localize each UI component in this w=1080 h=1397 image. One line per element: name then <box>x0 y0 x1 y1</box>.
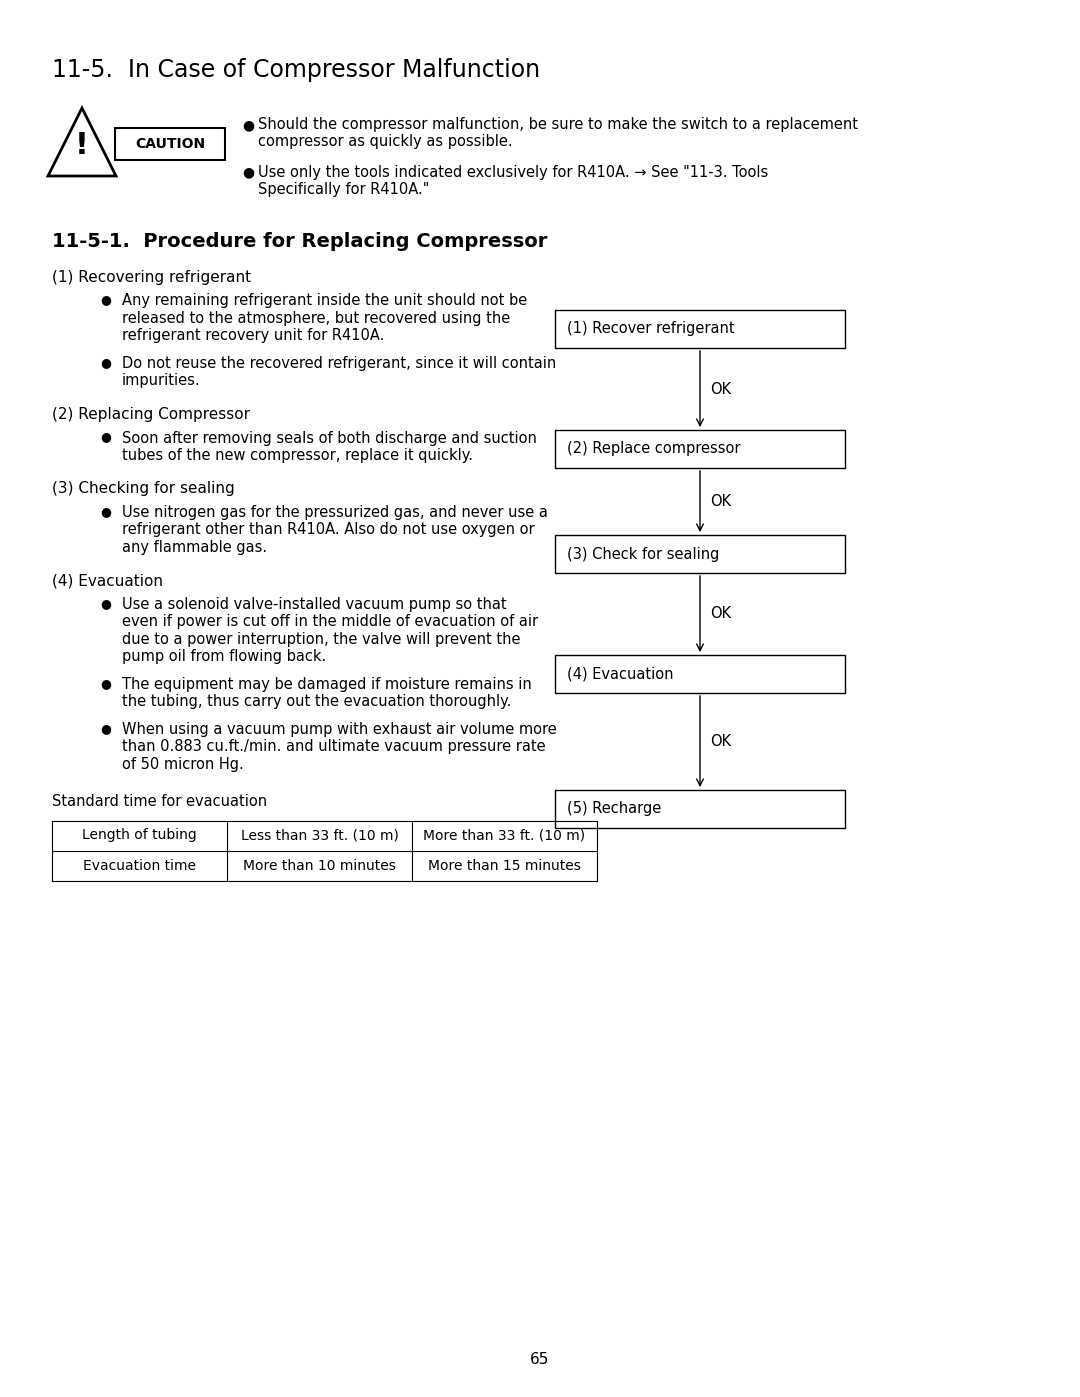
Text: Less than 33 ft. (10 m): Less than 33 ft. (10 m) <box>241 828 399 842</box>
Text: Use only the tools indicated exclusively for R410A. → See "11-3. Tools
Specifica: Use only the tools indicated exclusively… <box>258 165 768 197</box>
Bar <box>555 535 845 573</box>
Text: Standard time for evacuation: Standard time for evacuation <box>52 795 267 809</box>
Text: (2) Replacing Compressor: (2) Replacing Compressor <box>52 407 249 422</box>
Text: More than 15 minutes: More than 15 minutes <box>428 859 581 873</box>
Text: !: ! <box>76 131 89 159</box>
Text: ●: ● <box>100 678 111 690</box>
Text: (1) Recovering refrigerant: (1) Recovering refrigerant <box>52 270 252 285</box>
Text: OK: OK <box>710 381 731 397</box>
Text: Use a solenoid valve-installed vacuum pump so that
even if power is cut off in t: Use a solenoid valve-installed vacuum pu… <box>122 597 538 664</box>
Text: CAUTION: CAUTION <box>135 137 205 151</box>
Text: More than 10 minutes: More than 10 minutes <box>243 859 396 873</box>
Text: OK: OK <box>710 606 731 622</box>
Text: (3) Checking for sealing: (3) Checking for sealing <box>52 482 234 496</box>
Text: 11-5-1.  Procedure for Replacing Compressor: 11-5-1. Procedure for Replacing Compress… <box>52 232 548 251</box>
Text: ●: ● <box>100 722 111 735</box>
Bar <box>555 789 845 828</box>
Text: When using a vacuum pump with exhaust air volume more
than 0.883 cu.ft./min. and: When using a vacuum pump with exhaust ai… <box>122 722 557 771</box>
Text: Soon after removing seals of both discharge and suction
tubes of the new compres: Soon after removing seals of both discha… <box>122 430 537 462</box>
Text: (1) Recover refrigerant: (1) Recover refrigerant <box>567 321 734 337</box>
Text: More than 33 ft. (10 m): More than 33 ft. (10 m) <box>423 828 585 842</box>
Text: (4) Evacuation: (4) Evacuation <box>52 574 163 588</box>
Bar <box>555 655 845 693</box>
Text: ●: ● <box>100 430 111 443</box>
Text: (5) Recharge: (5) Recharge <box>567 802 661 816</box>
Text: ●: ● <box>100 293 111 306</box>
Text: Evacuation time: Evacuation time <box>83 859 195 873</box>
Text: The equipment may be damaged if moisture remains in
the tubing, thus carry out t: The equipment may be damaged if moisture… <box>122 678 531 710</box>
Text: (3) Check for sealing: (3) Check for sealing <box>567 546 719 562</box>
Text: Should the compressor malfunction, be sure to make the switch to a replacement
c: Should the compressor malfunction, be su… <box>258 117 858 149</box>
Text: OK: OK <box>710 495 731 509</box>
Text: Length of tubing: Length of tubing <box>82 828 197 842</box>
Text: (2) Replace compressor: (2) Replace compressor <box>567 441 741 457</box>
Text: Do not reuse the recovered refrigerant, since it will contain
impurities.: Do not reuse the recovered refrigerant, … <box>122 356 556 388</box>
Text: ●: ● <box>100 504 111 518</box>
Text: ●: ● <box>100 356 111 369</box>
Text: OK: OK <box>710 733 731 749</box>
Bar <box>114 129 225 161</box>
Bar <box>555 310 845 348</box>
Text: Use nitrogen gas for the pressurized gas, and never use a
refrigerant other than: Use nitrogen gas for the pressurized gas… <box>122 504 548 555</box>
Text: Any remaining refrigerant inside the unit should not be
released to the atmosphe: Any remaining refrigerant inside the uni… <box>122 293 527 344</box>
Text: 65: 65 <box>530 1352 550 1368</box>
Text: (4) Evacuation: (4) Evacuation <box>567 666 674 682</box>
Text: ●: ● <box>100 597 111 610</box>
Text: ●: ● <box>242 117 254 131</box>
Text: ●: ● <box>242 165 254 179</box>
Bar <box>555 430 845 468</box>
Text: 11-5.  In Case of Compressor Malfunction: 11-5. In Case of Compressor Malfunction <box>52 59 540 82</box>
